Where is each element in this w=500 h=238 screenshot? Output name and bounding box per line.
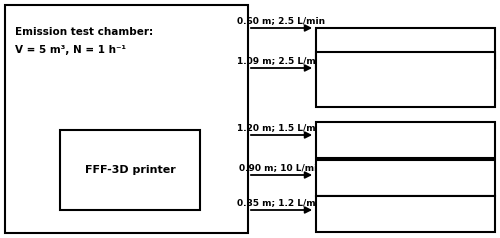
Text: V = 5 m³, N = 1 h⁻¹: V = 5 m³, N = 1 h⁻¹ [15, 45, 126, 55]
Bar [316, 160, 495, 196]
Text: 1.108 OPSS: 1.108 OPSS [370, 209, 442, 219]
Text: 0.60 m; 2.5 L/min: 0.60 m; 2.5 L/min [238, 16, 326, 25]
Text: 0.85 m; 1.2 L/min: 0.85 m; 1.2 L/min [238, 198, 326, 207]
Bar [5, 5, 248, 233]
Bar [316, 196, 495, 232]
Text: 1.20 m; 1.5 L/min: 1.20 m; 1.5 L/min [238, 123, 326, 132]
Text: 1.09 m; 2.5 L/min: 1.09 m; 2.5 L/min [238, 56, 326, 65]
Text: 3775 BCPC: 3775 BCPC [372, 135, 439, 145]
Text: 3090 EEPS: 3090 EEPS [372, 173, 438, 183]
Text: FFF-3D printer: FFF-3D printer [84, 165, 176, 175]
Text: A10 PSM + A20 BCPC: A10 PSM + A20 BCPC [339, 43, 472, 53]
Text: Emission test chamber:: Emission test chamber: [15, 27, 153, 37]
Bar [316, 52, 495, 107]
Text: 3757 Nano Enhancer
+ 3787 WCPC: 3757 Nano Enhancer + 3787 WCPC [341, 69, 470, 90]
Bar [316, 28, 495, 68]
Bar [316, 122, 495, 158]
Bar [60, 130, 200, 210]
Text: 0.90 m; 10 L/min: 0.90 m; 10 L/min [239, 163, 324, 172]
